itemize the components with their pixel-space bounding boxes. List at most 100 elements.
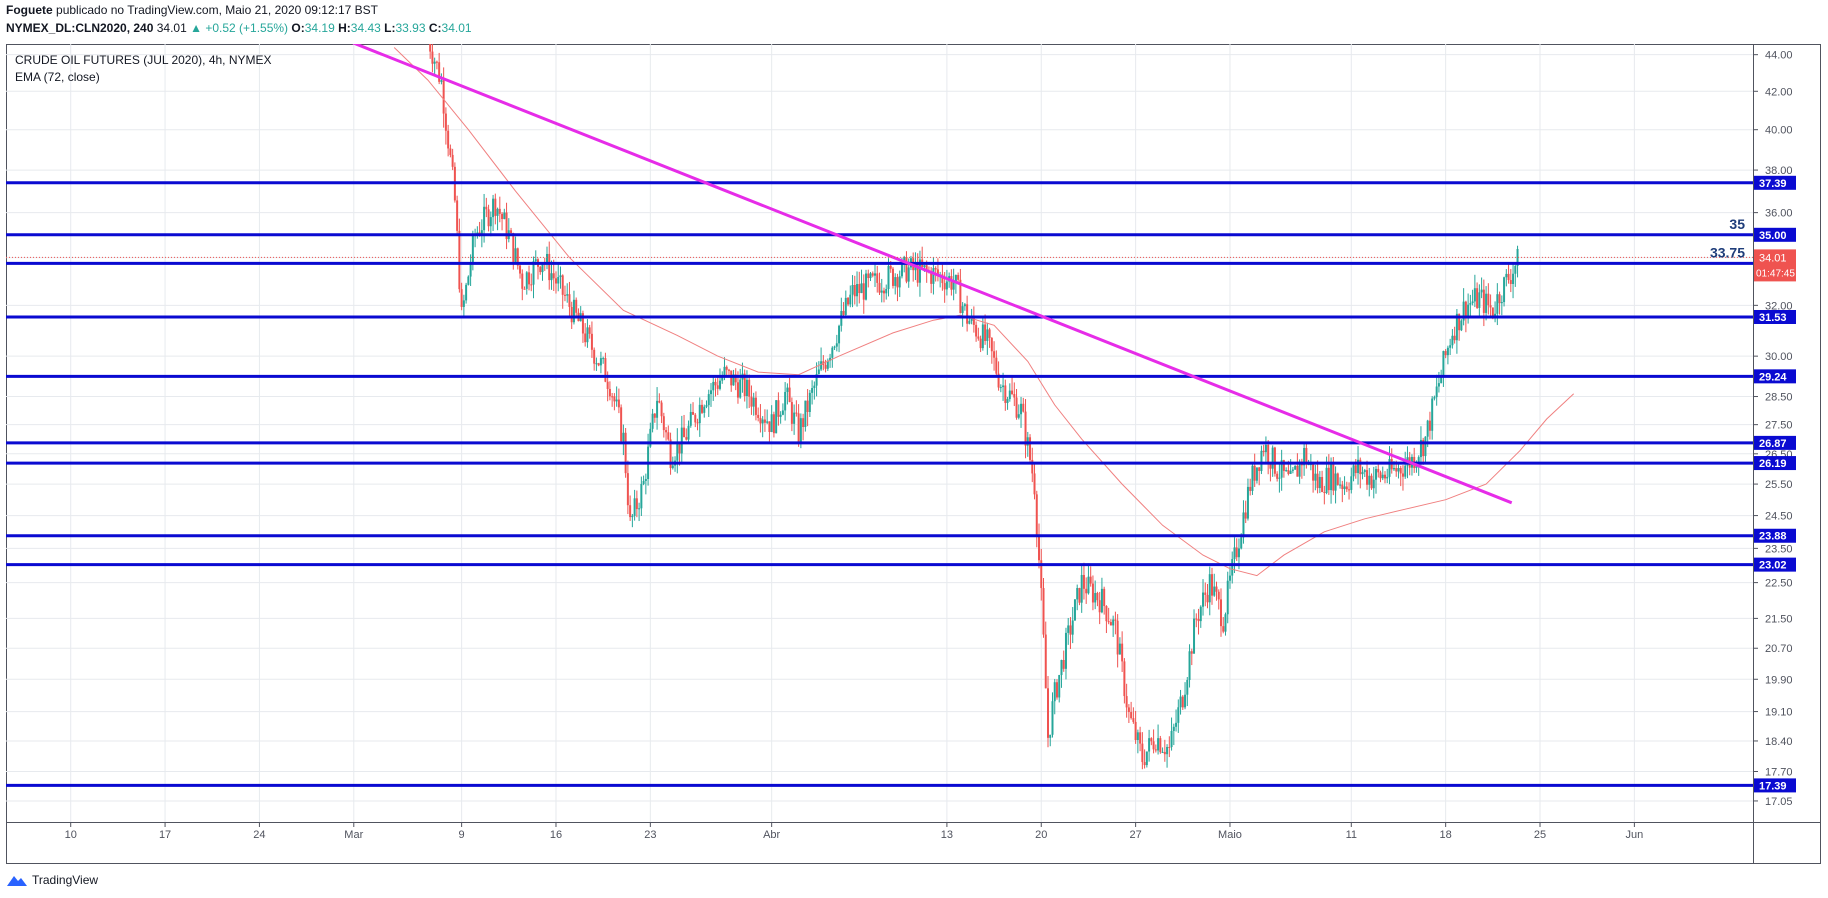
candle-body [539,266,542,273]
candle-body [1500,302,1503,304]
candle-body [1145,751,1148,766]
candle-body [1219,599,1222,627]
candle-body [1296,465,1299,477]
candle-body [1134,721,1137,741]
candle-body [471,235,474,264]
candle-body [941,274,944,284]
candle-body [730,370,733,386]
candle-body [615,399,618,402]
candle-body [1206,594,1209,603]
candle-body [1433,397,1436,399]
x-tick-label: 20 [1035,829,1047,841]
candle-body [954,274,957,282]
candle-body [1069,625,1072,635]
candle-body [617,399,620,408]
header-line-2: NYMEX_DL:CLN2020, 240 34.01 ▲ +0.52 (+1.… [6,21,472,35]
candle-body [1264,444,1267,453]
y-tick-label: 40.00 [1765,125,1793,137]
candle-body [981,324,984,349]
candle-body [903,256,906,261]
level-price-tag [1754,456,1796,471]
candle-body [1343,486,1346,490]
candle-body [483,206,486,231]
x-tick-label: Jun [1626,829,1644,841]
candle-body [606,381,609,389]
candle-body [1224,614,1227,632]
candle-body [701,404,704,413]
y-tick-label: 21.50 [1765,613,1793,625]
candle-body [811,388,814,393]
candle-body [1116,620,1119,655]
candle-body [1312,464,1315,481]
x-tick-label: 23 [644,829,656,841]
indicator-legend[interactable]: EMA (72, close) [15,70,100,84]
candle-body [570,306,573,323]
candle-body [930,271,933,284]
chart-area[interactable]: 17.05 17.70 18.40 19.10 19.90 20.70 21.50 22.50… [6,44,1821,864]
candle-body [586,327,589,343]
candle-body [1064,632,1067,669]
candle-body [856,284,859,297]
candle-body [552,273,555,279]
candle-body [1348,489,1351,491]
x-tick-label: 13 [941,829,953,841]
candle-body [1091,583,1094,603]
candle-body [572,299,575,323]
candle-body [1058,675,1061,698]
candle-body [660,402,663,417]
candle-body [759,417,762,424]
candle-body [1453,335,1456,341]
candle-body [1451,335,1454,346]
candle-body [1498,294,1501,304]
candle-body [1467,304,1470,319]
candle-body [790,402,793,424]
candle-body [754,397,757,415]
candle-body [1455,313,1458,341]
candle-body [1226,580,1229,615]
candle-body [1512,273,1515,285]
candle-body [626,473,629,506]
candle-body [1186,679,1189,695]
candle-body [1053,682,1056,702]
candle-body [465,284,468,301]
trendline [351,44,1513,505]
x-tick-label: 18 [1440,829,1452,841]
candle-body [865,273,868,300]
candle-body [528,272,531,285]
candle-body [918,259,921,283]
candle-body [611,396,614,398]
plot-layer [6,44,1753,822]
candle-body [725,366,728,370]
y-tick-label: 17.05 [1765,796,1793,808]
candle-body [1017,414,1020,418]
candle-body [1055,682,1058,698]
candle-body [1087,576,1090,594]
candle-body [1237,548,1240,558]
candle-body [563,294,566,296]
x-tick-label: Maio [1218,829,1242,841]
footer-brand[interactable]: TradingView [6,871,98,889]
candle-body [1136,732,1139,741]
candle-body [1435,386,1438,398]
candle-body [692,412,695,415]
candle-body [1460,320,1463,331]
candle-body [1118,643,1121,655]
candle-body [752,397,755,407]
y-tick-label: 27.50 [1765,420,1793,432]
candle-body [1267,444,1270,464]
candle-body [1282,460,1285,471]
candle-body [1193,618,1196,654]
candle-body [1352,465,1355,477]
y-tick-label: 19.10 [1765,707,1793,719]
candle-body [523,288,526,290]
candle-body [988,329,991,338]
candle-body [449,148,452,155]
price-chart[interactable]: 17.05 17.70 18.40 19.10 19.90 20.70 21.50 22.50… [6,44,1821,864]
candle-body [1419,439,1422,458]
candle-body [662,416,665,431]
candle-body [829,357,832,361]
candle-body [1397,467,1400,472]
candle-body [1354,465,1357,474]
candle-body [1307,464,1310,466]
candle-body [1049,734,1052,738]
